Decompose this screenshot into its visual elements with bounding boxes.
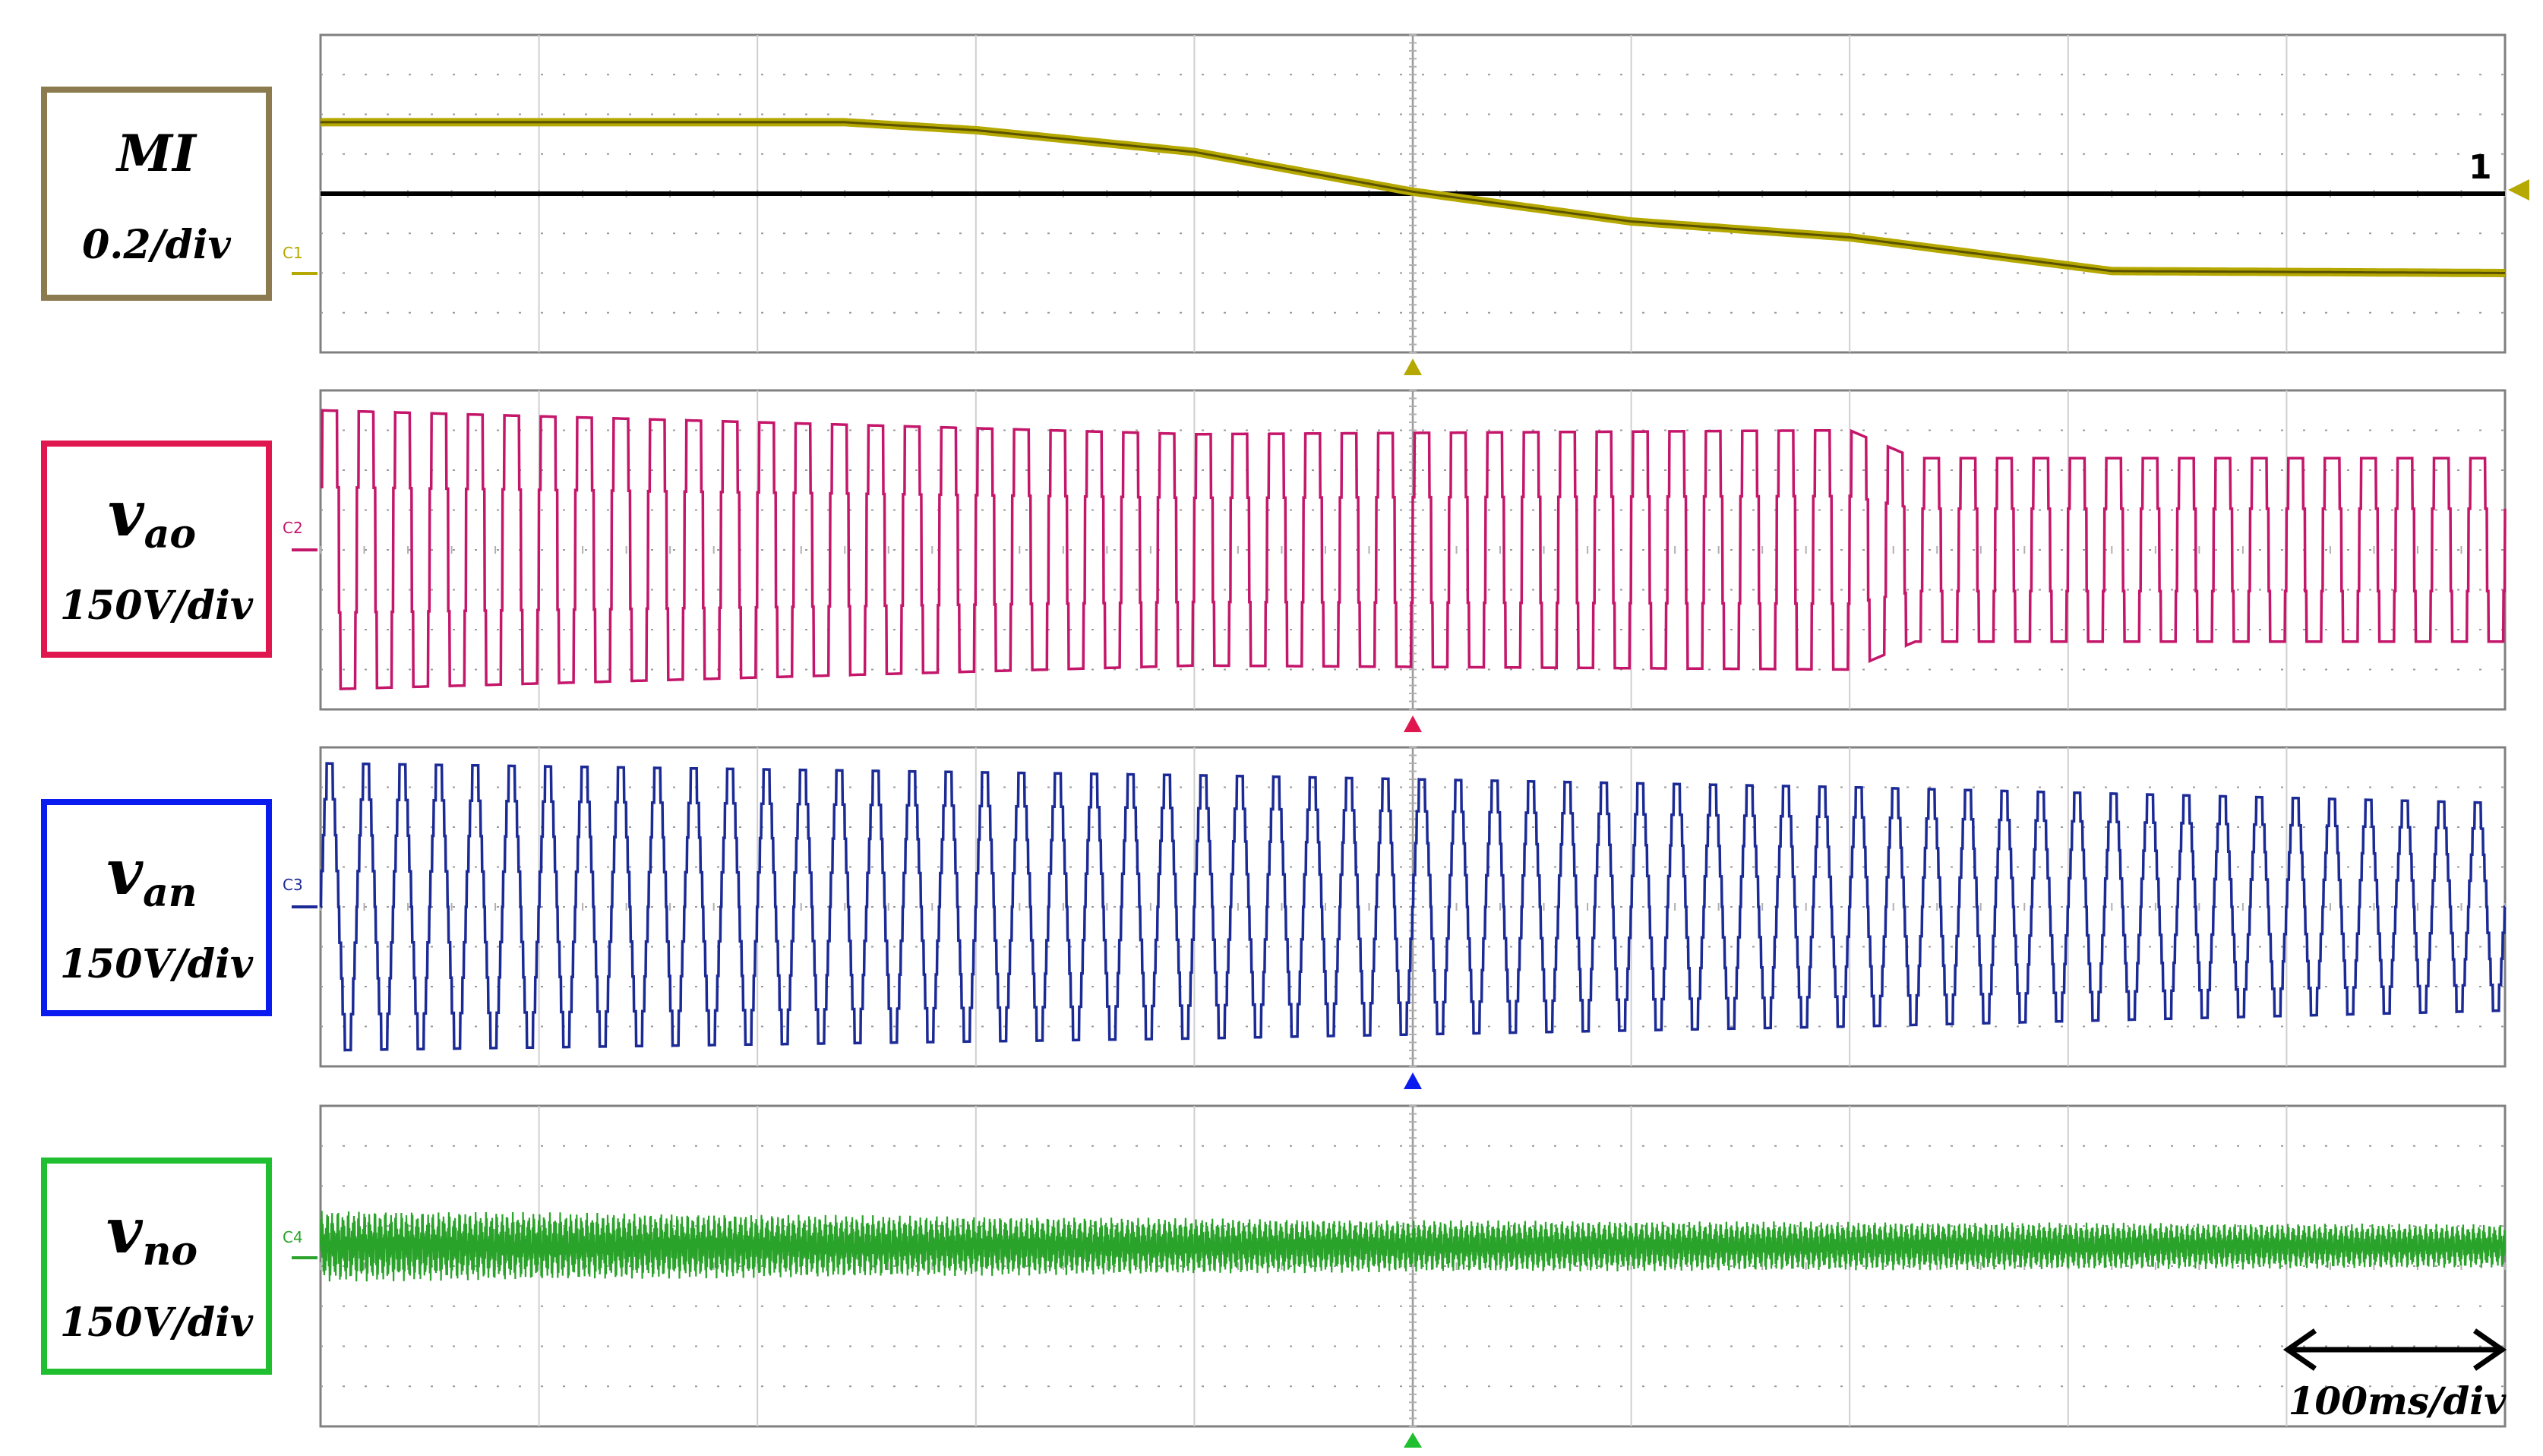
label-van: van — [106, 836, 197, 916]
channel-tag-c2: C2 — [283, 519, 303, 537]
label-vao-sub: ao — [144, 511, 196, 557]
label-van-sub: an — [143, 870, 197, 916]
panel-mi: MI 0.2/div 1 C1 — [41, 33, 2529, 375]
label-vao-scale: 150V/div — [60, 583, 254, 629]
trigger-marker-van — [1404, 1072, 1422, 1089]
label-box-vao — [41, 441, 272, 658]
time-scale-arrow-left — [2282, 1328, 2317, 1371]
label-vao-main: v — [108, 478, 145, 551]
channel-tag-c1: C1 — [283, 244, 303, 262]
panel-vno: vno 150V/div C4 — [41, 1104, 2507, 1448]
reference-marker-mi: 1 — [2469, 148, 2492, 187]
label-box-vno — [41, 1158, 272, 1375]
label-mi-main: MI — [115, 124, 197, 183]
label-van-main: v — [106, 836, 144, 909]
trace-mi-edge — [321, 121, 2505, 274]
trace-vao — [321, 409, 2507, 690]
label-box-mi — [41, 87, 272, 301]
time-scale-arrow-right — [2473, 1328, 2507, 1371]
trigger-marker-vno — [1404, 1432, 1422, 1448]
label-vao: vao — [108, 478, 196, 557]
trace-vno — [319, 1211, 2507, 1282]
label-vno-main: v — [106, 1195, 144, 1268]
label-mi-scale: 0.2/div — [82, 222, 232, 268]
panel-vao: vao 150V/div C2 — [41, 389, 2507, 732]
trace-van — [319, 762, 2507, 1052]
time-scale-annotation: 100ms/div — [2282, 1328, 2507, 1423]
panel-van: van 150V/div C3 — [41, 746, 2507, 1089]
time-scale-label: 100ms/div — [2289, 1379, 2507, 1423]
channel-tag-c3: C3 — [283, 876, 303, 894]
trigger-marker-mi — [1404, 358, 1422, 375]
label-box-van — [41, 799, 272, 1016]
channel-tag-c4: C4 — [283, 1228, 303, 1246]
reference-arrow-mi — [2508, 179, 2529, 201]
label-van-scale: 150V/div — [60, 941, 254, 987]
label-vno-sub: no — [143, 1228, 198, 1274]
label-vno: vno — [106, 1195, 197, 1274]
label-vno-scale: 150V/div — [60, 1300, 254, 1346]
trigger-marker-vao — [1404, 715, 1422, 732]
